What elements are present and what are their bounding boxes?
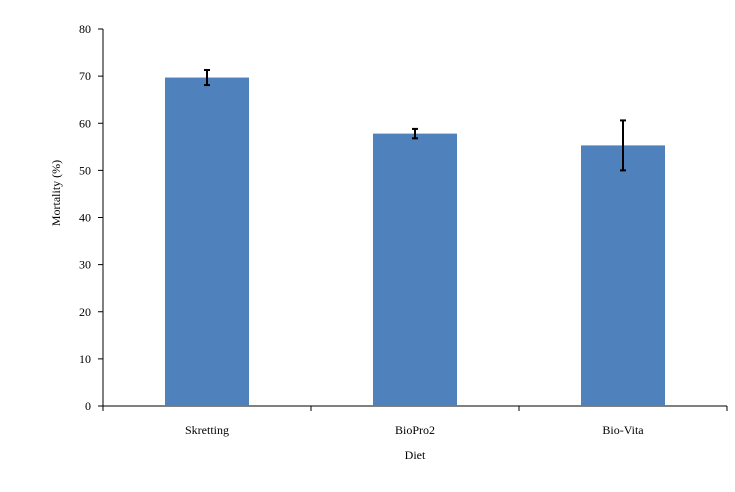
- bar-skretting: [165, 77, 249, 406]
- y-tick-label: 80: [79, 22, 91, 36]
- y-tick-label: 30: [79, 258, 91, 272]
- y-axis-title: Mortality (%): [49, 160, 63, 226]
- y-axis: 0 10 20 30 40 50 60 70 80: [79, 22, 104, 413]
- x-tick-label: Bio-Vita: [602, 423, 644, 437]
- y-tick-label: 60: [79, 116, 91, 130]
- x-tick-label: BioPro2: [395, 423, 435, 437]
- x-axis: Skretting BioPro2 Bio-Vita: [102, 405, 728, 437]
- bar-bio-vita: [581, 145, 665, 406]
- bar-biopro2: [373, 133, 457, 406]
- y-tick-label: 20: [79, 305, 91, 319]
- x-tick-label: Skretting: [185, 423, 229, 437]
- y-tick-label: 50: [79, 163, 91, 177]
- bars: [165, 77, 665, 406]
- y-tick-label: 0: [85, 399, 91, 413]
- y-tick-label: 70: [79, 69, 91, 83]
- x-axis-title: Diet: [405, 448, 426, 462]
- error-bars: [204, 68, 626, 172]
- y-tick-label: 10: [79, 352, 91, 366]
- y-tick-label: 40: [79, 211, 91, 225]
